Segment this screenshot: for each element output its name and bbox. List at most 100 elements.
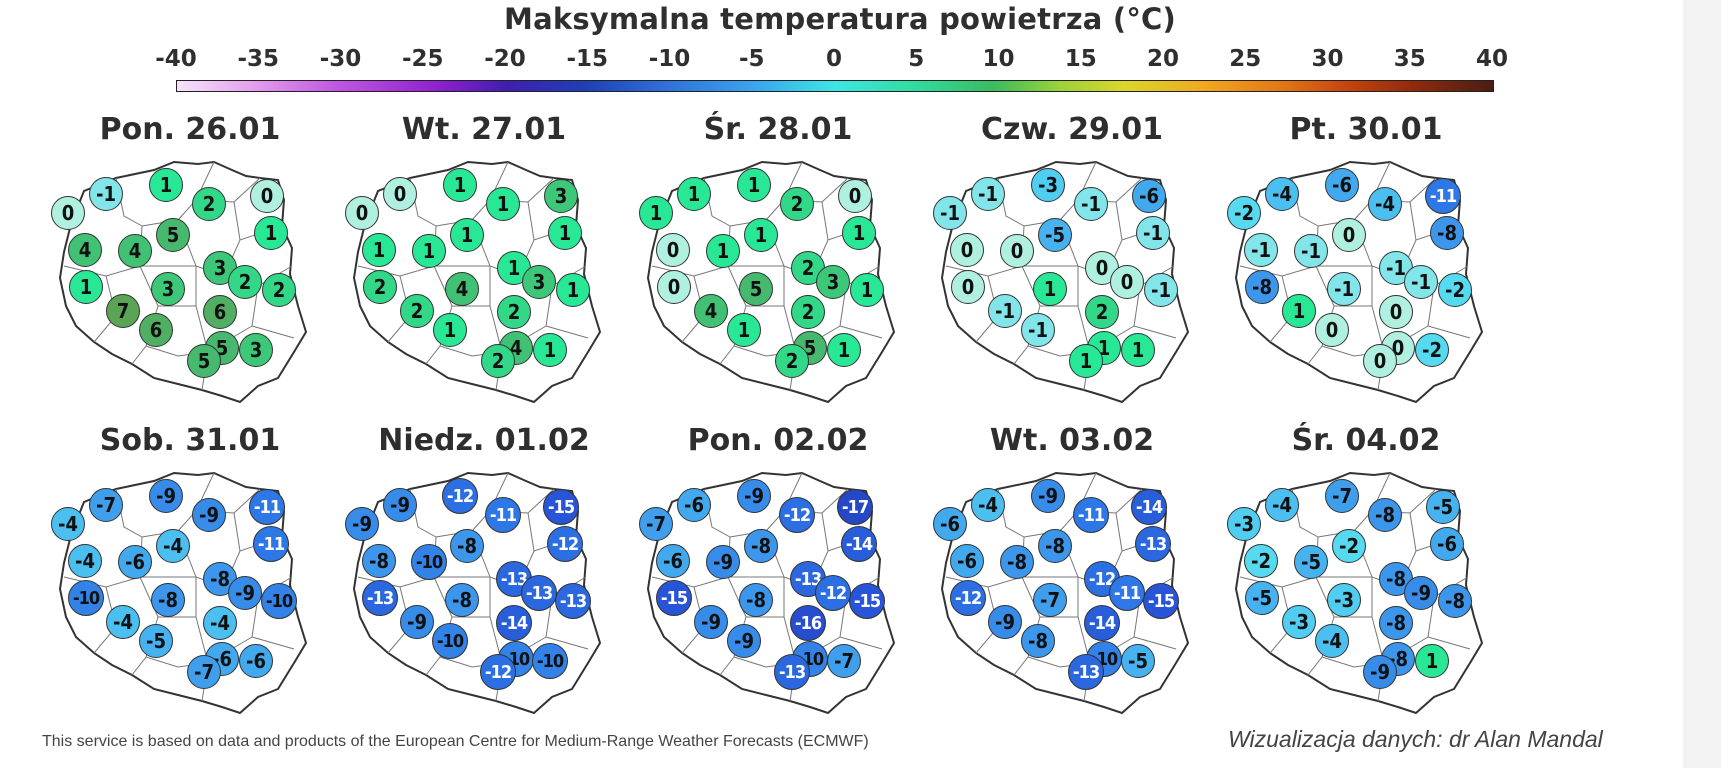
temperature-bubble: 3 — [522, 265, 556, 299]
temperature-bubble: -10 — [411, 544, 447, 580]
temperature-bubble: 0 — [51, 196, 85, 230]
temperature-bubble: 0 — [1110, 265, 1144, 299]
day-label: Pon. 02.02 — [687, 423, 869, 458]
forecast-day-panel: Wt. 27.01 0 0 1 3 1 1 1 1 2 1 1 1 2 4 3 2 1 4 2 1 — [334, 112, 634, 422]
temperature-bubble: 1 — [486, 187, 520, 221]
temperature-bubble: 1 — [533, 333, 567, 367]
temperature-bubble: -14 — [1084, 605, 1120, 641]
day-label: Wt. 27.01 — [401, 112, 567, 147]
temperature-bubble: -10 — [532, 643, 568, 679]
temperature-bubble: -2 — [1244, 544, 1278, 578]
day-label: Pon. 26.01 — [99, 112, 281, 147]
temperature-bubble: -8 — [1245, 270, 1279, 304]
scrollbar-strip — [1683, 0, 1721, 768]
forecast-day-panel: Pon. 26.01 0 -1 1 0 4 4 2 1 1 5 3 2 7 3 2 6 6 5 5 3 — [40, 112, 340, 422]
author-credit: Wizualizacja danych: dr Alan Mandal — [1228, 726, 1603, 752]
temperature-bubble: -9 — [383, 488, 417, 522]
temperature-bubble: -14 — [841, 526, 877, 562]
temperature-bubble: -5 — [1121, 644, 1155, 678]
temperature-bubble: 3 — [544, 179, 578, 213]
temperature-bubble: 2 — [400, 294, 434, 328]
temperature-bubble: -7 — [1033, 583, 1067, 617]
data-source-note: This service is based on data and produc… — [42, 733, 869, 750]
temperature-bubble: -6 — [1430, 527, 1464, 561]
temperature-bubble: -12 — [480, 654, 516, 690]
temperature-bubble: -8 — [1379, 606, 1413, 640]
temperature-bubble: 1 — [706, 234, 740, 268]
temperature-bubble: 1 — [1069, 344, 1103, 378]
temperature-bubble: -11 — [1109, 575, 1145, 611]
temperature-bubble: -9 — [988, 605, 1022, 639]
scale-tick-label: 40 — [1475, 46, 1508, 72]
temperature-bubble: -7 — [639, 507, 673, 541]
temperature-bubble: -12 — [950, 580, 986, 616]
temperature-bubble: 2 — [481, 344, 515, 378]
temperature-bubble: -1 — [971, 177, 1005, 211]
temperature-bubble: -8 — [151, 583, 185, 617]
temperature-bubble: 1 — [412, 234, 446, 268]
temperature-bubble: 0 — [838, 179, 872, 213]
temperature-bubble: -1 — [1294, 234, 1328, 268]
temperature-bubble: -12 — [442, 478, 478, 514]
scale-tick-label: -5 — [738, 46, 765, 72]
temperature-bubble: 0 — [657, 270, 691, 304]
scale-tick-label: 0 — [825, 46, 842, 72]
temperature-bubble: -9 — [345, 507, 379, 541]
temperature-bubble: -1 — [1074, 187, 1108, 221]
temperature-bubble: 2 — [363, 270, 397, 304]
temperature-bubble: 5 — [187, 344, 221, 378]
temperature-bubble: -13 — [555, 583, 591, 619]
temperature-bubble: -9 — [400, 605, 434, 639]
temperature-bubble: -4 — [1315, 624, 1349, 658]
temperature-bubble: -11 — [253, 526, 289, 562]
temperature-bubble: 1 — [1282, 294, 1316, 328]
temperature-bubble: -9 — [706, 545, 740, 579]
temperature-bubble: -1 — [1144, 273, 1178, 307]
scale-tick-label: -25 — [401, 46, 444, 72]
temperature-bubble: -6 — [933, 507, 967, 541]
forecast-day-panel: Śr. 28.01 1 1 1 0 0 1 2 1 0 1 2 1 4 5 3 2 1 5 2 1 — [628, 112, 928, 422]
temperature-bubble: -1 — [988, 294, 1022, 328]
temperature-bubble: -1 — [933, 196, 967, 230]
temperature-bubble: -9 — [737, 479, 771, 513]
forecast-day-panel: Pt. 30.01 -2 -4 -6 -11 -1 -1 -4 -8 -8 0 -1 -2 1 -1 -1 0 0… — [1216, 112, 1516, 422]
temperature-bubble: 0 — [1315, 313, 1349, 347]
day-label: Niedz. 01.02 — [378, 423, 590, 458]
temperature-bubble: 4 — [445, 272, 479, 306]
temperature-bubble: -7 — [89, 488, 123, 522]
temperature-bubble: -13 — [1135, 526, 1171, 562]
temperature-bubble: 1 — [744, 218, 778, 252]
temperature-bubble: -8 — [1430, 216, 1464, 250]
temperature-bubble: -4 — [1368, 187, 1402, 221]
temperature-bubble: 0 — [345, 196, 379, 230]
temperature-bubble: -3 — [1327, 583, 1361, 617]
temperature-bubble: -4 — [51, 507, 85, 541]
temperature-bubble: -8 — [445, 583, 479, 617]
temperature-bubble: -2 — [1438, 273, 1472, 307]
temperature-bubble: 2 — [791, 295, 825, 329]
temperature-bubble: -7 — [827, 644, 861, 678]
temperature-bubble: 2 — [775, 344, 809, 378]
scale-tick-label: 15 — [1064, 46, 1097, 72]
scale-tick-label: 25 — [1229, 46, 1262, 72]
temperature-bubble: 1 — [443, 168, 477, 202]
temperature-bubble: -9 — [1363, 655, 1397, 689]
temperature-bubble: -5 — [1245, 581, 1279, 615]
page-title: Maksymalna temperatura powietrza (°C) — [504, 2, 1176, 36]
day-label: Śr. 04.02 — [1291, 423, 1441, 458]
temperature-bubble: -10 — [68, 580, 104, 616]
temperature-bubble: -4 — [106, 605, 140, 639]
day-label: Czw. 29.01 — [980, 112, 1163, 147]
temperature-bubble: -6 — [1325, 168, 1359, 202]
temperature-bubble: -8 — [1381, 642, 1415, 676]
scale-tick-label: -30 — [319, 46, 362, 72]
temperature-bubble: -9 — [1031, 479, 1065, 513]
temperature-bubble: 1 — [827, 333, 861, 367]
temperature-bubble: 4 — [694, 294, 728, 328]
scale-tick-label: 30 — [1311, 46, 1344, 72]
temperature-bubble: -5 — [1038, 218, 1072, 252]
forecast-day-panel: Sob. 31.01 -4 -7 -9 -11 -4 -6 -9 -11 -10 -4 -8 -10 -4… — [40, 423, 340, 733]
temperature-bubble: -8 — [1438, 584, 1472, 618]
temperature-bubble: 2 — [497, 295, 531, 329]
region-border — [727, 576, 785, 618]
